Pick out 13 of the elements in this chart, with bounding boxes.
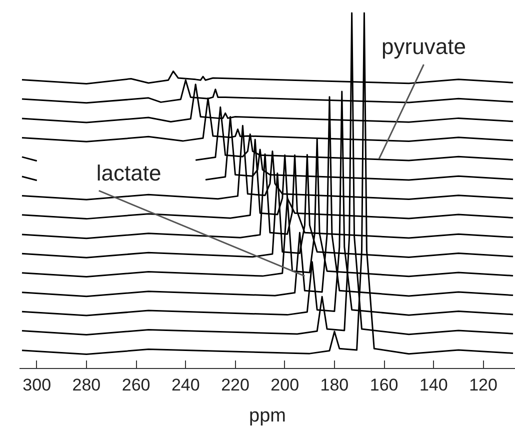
x-tick-label: 180 xyxy=(320,376,349,394)
x-tick-label: 240 xyxy=(171,376,200,394)
x-tick-label: 160 xyxy=(370,376,398,394)
x-axis-title: ppm xyxy=(249,406,286,426)
x-tick-label: 260 xyxy=(122,376,150,394)
x-tick-label: 300 xyxy=(22,376,52,394)
x-tick-label: 140 xyxy=(419,376,448,394)
x-tick-label: 120 xyxy=(469,376,498,394)
annotation: pyruvate xyxy=(382,34,466,60)
annotation: lactate xyxy=(96,160,162,186)
x-tick-label: 280 xyxy=(72,376,101,394)
x-tick-label: 200 xyxy=(270,376,300,394)
x-tick-label: 220 xyxy=(221,376,250,394)
